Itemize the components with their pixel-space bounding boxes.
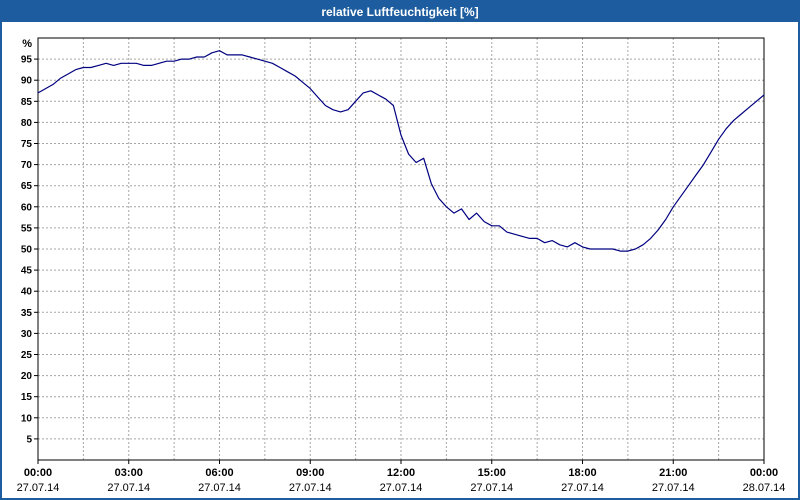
x-tick-time-label: 00:00 xyxy=(750,467,778,479)
y-tick-label: 45 xyxy=(21,266,33,277)
y-axis-unit-label: % xyxy=(22,38,32,50)
x-tick-date-label: 28.07.14 xyxy=(743,482,786,494)
y-tick-label: 60 xyxy=(21,202,33,213)
y-tick-label: 15 xyxy=(21,392,33,403)
y-tick-label: 55 xyxy=(21,223,33,234)
x-tick-date-label: 27.07.14 xyxy=(107,482,150,494)
chart-title: relative Luftfeuchtigkeit [%] xyxy=(2,2,798,22)
x-tick-date-label: 27.07.14 xyxy=(380,482,423,494)
y-tick-label: 65 xyxy=(21,181,33,192)
y-tick-label: 35 xyxy=(21,308,33,319)
x-tick-time-label: 18:00 xyxy=(568,467,596,479)
x-tick-date-label: 27.07.14 xyxy=(198,482,241,494)
x-tick-time-label: 09:00 xyxy=(296,467,324,479)
x-tick-time-label: 21:00 xyxy=(659,467,687,479)
x-tick-date-label: 27.07.14 xyxy=(470,482,513,494)
y-tick-label: 85 xyxy=(21,97,33,108)
x-tick-time-label: 03:00 xyxy=(115,467,143,479)
y-tick-label: 40 xyxy=(21,287,33,298)
y-tick-label: 10 xyxy=(21,413,33,424)
humidity-chart: 5 10 15 20 25 30 35 40 45 50 55 60 65 70 75 80 85 90 95% 00… xyxy=(2,22,798,498)
y-tick-label: 20 xyxy=(21,371,33,382)
chart-canvas: 5 10 15 20 25 30 35 40 45 50 55 60 65 70 75 80 85 90 95% 00… xyxy=(17,37,786,494)
humidity-series-line xyxy=(37,50,765,252)
x-tick-time-label: 06:00 xyxy=(205,467,233,479)
y-tick-label: 5 xyxy=(26,434,32,445)
x-tick-date-label: 27.07.14 xyxy=(652,482,695,494)
y-tick-label: 30 xyxy=(21,329,33,340)
y-tick-label: 95 xyxy=(21,55,33,66)
x-tick-time-label: 15:00 xyxy=(478,467,506,479)
x-tick-date-label: 27.07.14 xyxy=(17,482,60,494)
y-tick-label: 80 xyxy=(21,118,33,129)
y-tick-label: 75 xyxy=(21,139,33,150)
x-tick-date-label: 27.07.14 xyxy=(289,482,332,494)
y-tick-label: 25 xyxy=(21,350,33,361)
y-tick-label: 90 xyxy=(21,76,33,87)
x-tick-time-label: 12:00 xyxy=(387,467,415,479)
y-tick-label: 50 xyxy=(21,245,33,256)
x-tick-date-label: 27.07.14 xyxy=(561,482,604,494)
x-tick-time-label: 00:00 xyxy=(24,467,52,479)
y-tick-label: 70 xyxy=(21,160,33,171)
